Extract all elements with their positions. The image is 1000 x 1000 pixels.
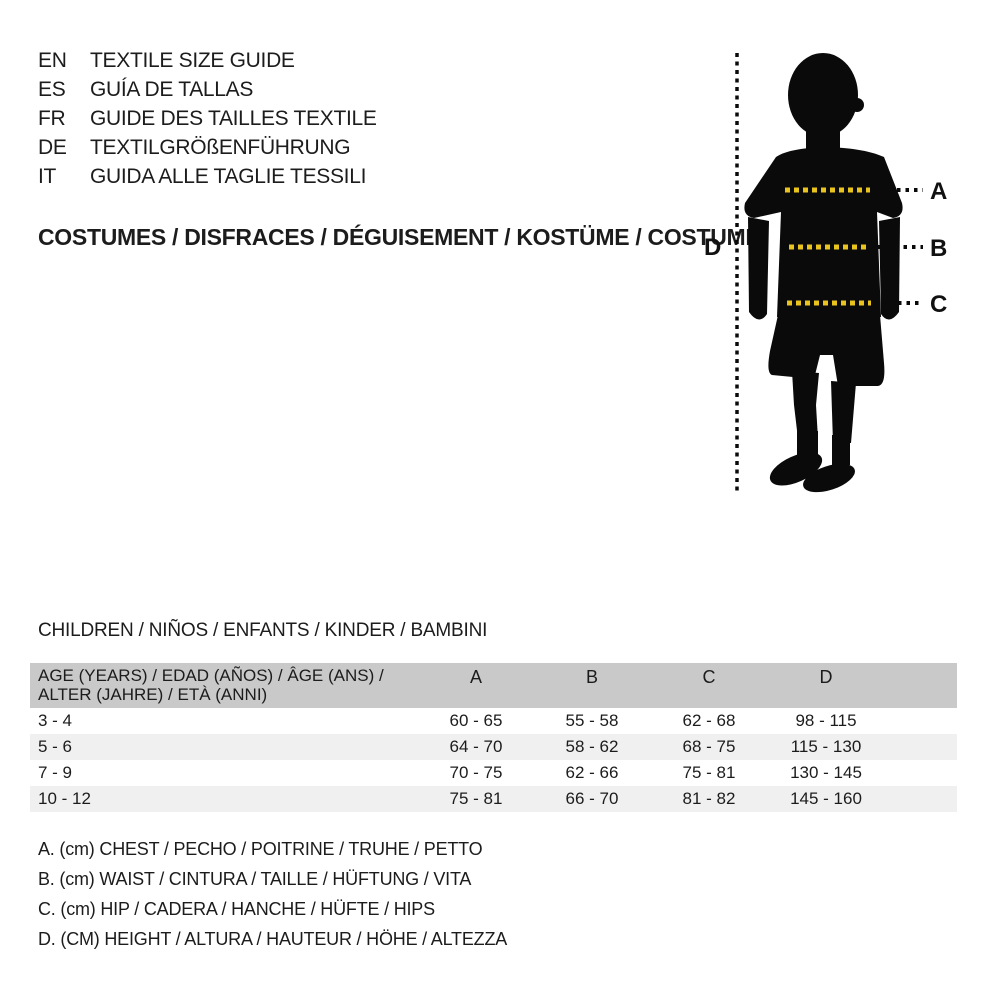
height-cell: 115 - 130 <box>790 737 862 756</box>
language-code: IT <box>38 165 57 188</box>
language-code: FR <box>38 107 66 130</box>
child-silhouette-figure: D <box>704 53 947 493</box>
hip-cell: 68 - 75 <box>682 737 736 756</box>
section-title-children: CHILDREN / NIÑOS / ENFANTS / KINDER / BA… <box>38 620 488 641</box>
hip-cell: 75 - 81 <box>682 763 736 782</box>
waist-cell: 62 - 66 <box>565 763 619 782</box>
column-header-b: B <box>585 667 598 687</box>
child-silhouette <box>744 53 903 493</box>
table-row: 7 - 9 70 - 75 62 - 66 75 - 81 130 - 145 <box>30 760 957 786</box>
table-row: 10 - 12 75 - 81 66 - 70 81 - 82 145 - 16… <box>30 786 957 812</box>
legend-line-hip: C. (cm) HIP / CADERA / HANCHE / HÜFTE / … <box>38 899 435 919</box>
waist-cell: 58 - 62 <box>565 737 619 756</box>
table-row: 5 - 6 64 - 70 58 - 62 68 - 75 115 - 130 <box>30 734 957 760</box>
age-cell: 7 - 9 <box>38 763 73 782</box>
age-cell: 3 - 4 <box>38 711 73 730</box>
height-cell: 130 - 145 <box>790 763 862 782</box>
age-cell: 10 - 12 <box>38 789 91 808</box>
chest-cell: 64 - 70 <box>449 737 503 756</box>
language-code: ES <box>38 78 66 101</box>
hip-cell: 62 - 68 <box>682 711 736 730</box>
column-header-c: C <box>702 667 716 687</box>
measurement-diagram: D <box>690 33 990 503</box>
chest-cell: 75 - 81 <box>449 789 503 808</box>
language-title: GUÍA DE TALLAS <box>90 78 254 101</box>
column-header-a: A <box>469 667 482 687</box>
chest-cell: 60 - 65 <box>449 711 503 730</box>
language-code: DE <box>38 136 67 159</box>
language-row-en: EN TEXTILE SIZE GUIDE <box>38 46 377 75</box>
language-title: TEXTILGRÖßENFÜHRUNG <box>90 136 351 159</box>
measure-label-a: A <box>930 178 947 205</box>
column-header-d: D <box>819 667 833 687</box>
language-title-list: EN TEXTILE SIZE GUIDE ES GUÍA DE TALLAS … <box>38 46 377 191</box>
size-table: AGE (YEARS) / EDAD (AÑOS) / ÂGE (ANS) / … <box>30 663 957 812</box>
age-column-header: AGE (YEARS) / EDAD (AÑOS) / ÂGE (ANS) / … <box>38 666 384 704</box>
waist-cell: 55 - 58 <box>565 711 619 730</box>
hip-cell: 81 - 82 <box>682 789 736 808</box>
language-title: GUIDA ALLE TAGLIE TESSILI <box>90 165 367 188</box>
measure-label-b: B <box>930 235 947 262</box>
category-title: COSTUMES / DISFRACES / DÉGUISEMENT / KOS… <box>38 224 752 250</box>
language-row-fr: FR GUIDE DES TAILLES TEXTILE <box>38 104 377 133</box>
measurement-legend: A. (cm) CHEST / PECHO / POITRINE / TRUHE… <box>38 834 507 954</box>
chest-cell: 70 - 75 <box>449 763 503 782</box>
language-title: GUIDE DES TAILLES TEXTILE <box>90 107 377 130</box>
height-cell: 98 - 115 <box>795 711 857 730</box>
age-cell: 5 - 6 <box>38 737 73 756</box>
language-code: EN <box>38 49 67 72</box>
height-cell: 145 - 160 <box>790 789 862 808</box>
size-table-header: AGE (YEARS) / EDAD (AÑOS) / ÂGE (ANS) / … <box>30 663 957 708</box>
measure-label-d: D <box>704 234 721 261</box>
language-row-it: IT GUIDA ALLE TAGLIE TESSILI <box>38 162 377 191</box>
language-title: TEXTILE SIZE GUIDE <box>90 49 295 72</box>
legend-line-height: D. (CM) HEIGHT / ALTURA / HAUTEUR / HÖHE… <box>38 929 508 949</box>
waist-cell: 66 - 70 <box>565 789 619 808</box>
language-row-de: DE TEXTILGRÖßENFÜHRUNG <box>38 133 377 162</box>
legend-line-waist: B. (cm) WAIST / CINTURA / TAILLE / HÜFTU… <box>38 869 472 889</box>
legend-line-chest: A. (cm) CHEST / PECHO / POITRINE / TRUHE… <box>38 839 483 859</box>
measure-label-c: C <box>930 291 947 318</box>
table-row: 3 - 4 60 - 65 55 - 58 62 - 68 98 - 115 <box>30 708 957 734</box>
language-row-es: ES GUÍA DE TALLAS <box>38 75 377 104</box>
